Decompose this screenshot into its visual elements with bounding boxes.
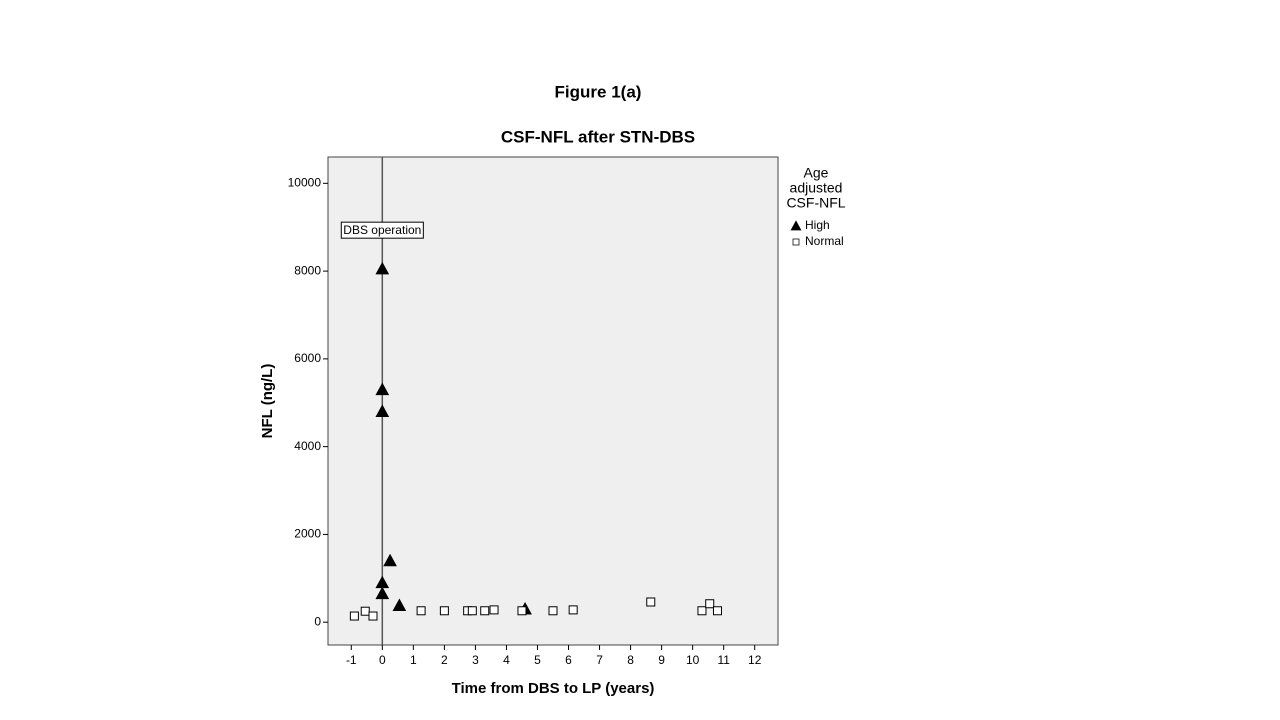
y-tick-label: 6000 <box>294 351 321 365</box>
figure-label: Figure 1(a) <box>555 82 642 101</box>
legend-label: Normal <box>805 234 844 248</box>
legend-title: adjusted <box>790 180 843 196</box>
data-point <box>705 599 715 609</box>
x-tick-label: 4 <box>503 653 510 667</box>
x-tick-label: 1 <box>410 653 417 667</box>
legend-marker <box>792 238 800 246</box>
chart-title: CSF-NFL after STN-DBS <box>501 127 695 146</box>
data-point <box>360 606 370 616</box>
x-tick-label: 3 <box>472 653 479 667</box>
reference-label: DBS operation <box>343 223 421 237</box>
data-point <box>568 605 578 615</box>
data-point <box>517 606 527 616</box>
legend-label: High <box>805 218 830 232</box>
y-tick-label: 8000 <box>294 263 321 277</box>
x-tick-label: 2 <box>441 653 448 667</box>
data-point <box>646 597 656 607</box>
y-tick-label: 4000 <box>294 439 321 453</box>
data-point <box>548 606 558 616</box>
data-point <box>439 606 449 616</box>
x-tick-label: 10 <box>686 653 700 667</box>
data-point <box>375 261 390 275</box>
x-tick-label: 5 <box>534 653 541 667</box>
y-tick-label: 2000 <box>294 527 321 541</box>
x-tick-label: 9 <box>658 653 665 667</box>
x-tick-label: 12 <box>748 653 762 667</box>
legend-title: CSF-NFL <box>786 195 845 211</box>
data-point <box>489 605 499 615</box>
y-tick-label: 0 <box>314 614 321 628</box>
data-point <box>375 382 390 396</box>
x-tick-label: 7 <box>596 653 603 667</box>
x-tick-label: -1 <box>346 653 357 667</box>
data-point <box>467 606 477 616</box>
reference-label-box <box>340 221 424 239</box>
data-point <box>416 606 426 616</box>
data-point <box>375 586 390 600</box>
data-point <box>349 611 359 621</box>
x-tick-label: 6 <box>565 653 572 667</box>
legend-marker <box>790 220 802 231</box>
legend-title: Age <box>804 165 829 181</box>
x-tick-label: 0 <box>379 653 386 667</box>
x-tick-label: 8 <box>627 653 634 667</box>
data-point <box>392 598 407 612</box>
data-point <box>697 606 707 616</box>
x-tick-label: 11 <box>717 653 730 667</box>
data-point <box>480 606 490 616</box>
data-point <box>712 606 722 616</box>
data-point <box>375 404 390 418</box>
data-point <box>383 553 397 567</box>
y-axis-label: NFL (ng/L) <box>259 364 276 439</box>
y-tick-label: 10000 <box>288 176 322 190</box>
data-point <box>368 611 378 621</box>
x-axis-label: Time from DBS to LP (years) <box>452 680 655 697</box>
